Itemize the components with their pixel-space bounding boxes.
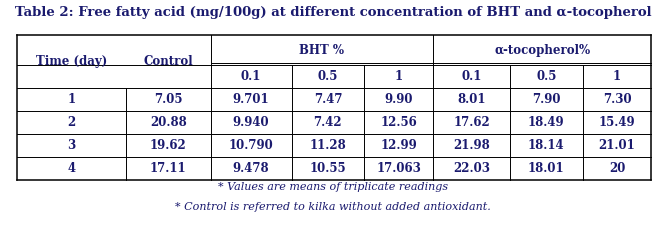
Text: 18.14: 18.14 [528, 139, 565, 152]
Text: 20: 20 [609, 162, 625, 175]
Text: 0.1: 0.1 [241, 70, 261, 83]
Text: 18.01: 18.01 [528, 162, 565, 175]
Text: 10.55: 10.55 [310, 162, 346, 175]
Text: 7.47: 7.47 [314, 93, 342, 106]
Text: 18.49: 18.49 [528, 116, 565, 129]
Text: 20.88: 20.88 [150, 116, 186, 129]
Text: * Values are means of triplicate readings: * Values are means of triplicate reading… [218, 182, 448, 192]
Text: 3: 3 [67, 139, 75, 152]
Text: 15.49: 15.49 [599, 116, 635, 129]
Text: 9.478: 9.478 [233, 162, 270, 175]
Text: * Control is referred to kilka without added antioxidant.: * Control is referred to kilka without a… [175, 202, 491, 212]
Text: Table 2: Free fatty acid (mg/100g) at different concentration of BHT and α-tocop: Table 2: Free fatty acid (mg/100g) at di… [15, 6, 651, 19]
Text: 7.42: 7.42 [314, 116, 342, 129]
Text: 21.98: 21.98 [453, 139, 490, 152]
Text: 4: 4 [67, 162, 75, 175]
Text: 1: 1 [67, 93, 75, 106]
Text: 0.1: 0.1 [462, 70, 482, 83]
Text: 17.62: 17.62 [453, 116, 490, 129]
Text: 19.62: 19.62 [150, 139, 186, 152]
Text: Control: Control [143, 55, 193, 68]
Text: 0.5: 0.5 [318, 70, 338, 83]
Text: 9.701: 9.701 [233, 93, 270, 106]
Text: BHT %: BHT % [300, 44, 344, 57]
Text: 21.01: 21.01 [599, 139, 635, 152]
Text: Time (day): Time (day) [35, 55, 107, 68]
Text: α-tocopherol%: α-tocopherol% [494, 44, 590, 57]
Text: 1: 1 [613, 70, 621, 83]
Text: 7.05: 7.05 [154, 93, 182, 106]
Text: 9.90: 9.90 [384, 93, 413, 106]
Text: 17.063: 17.063 [376, 162, 421, 175]
Text: 11.28: 11.28 [310, 139, 346, 152]
Text: 9.940: 9.940 [233, 116, 270, 129]
Text: 10.790: 10.790 [228, 139, 274, 152]
Text: 7.90: 7.90 [532, 93, 561, 106]
Text: 7.30: 7.30 [603, 93, 631, 106]
Text: 8.01: 8.01 [457, 93, 486, 106]
Text: 12.56: 12.56 [380, 116, 417, 129]
Text: 0.5: 0.5 [536, 70, 556, 83]
Text: 2: 2 [67, 116, 75, 129]
Text: 17.11: 17.11 [150, 162, 186, 175]
Text: 1: 1 [395, 70, 403, 83]
Text: 22.03: 22.03 [453, 162, 490, 175]
Text: 12.99: 12.99 [380, 139, 417, 152]
